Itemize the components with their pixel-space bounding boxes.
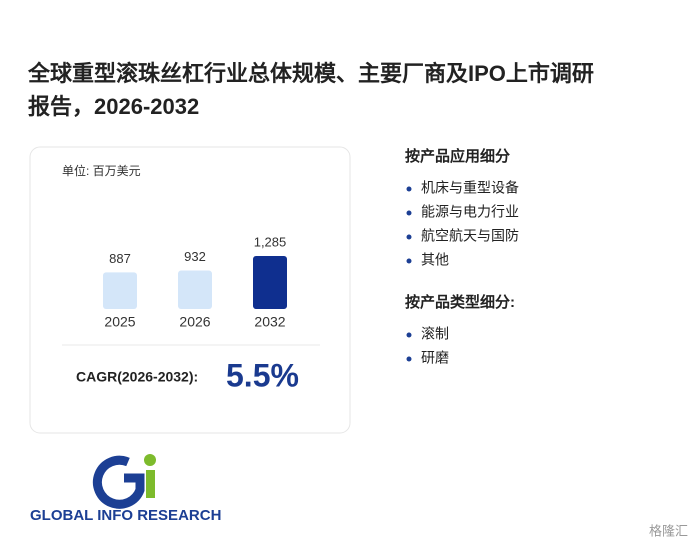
bar-chart: 887 2025 932 2026 1,285 2032 — [103, 234, 287, 330]
cagr-value: 5.5% — [226, 357, 299, 393]
logo-mark — [146, 470, 155, 498]
unit: 单位: 百万美元 — [62, 163, 141, 178]
logo-mark — [144, 454, 156, 466]
category-label: 2032 — [254, 314, 285, 330]
category-label: 2025 — [104, 314, 135, 330]
bullet — [406, 186, 412, 192]
value-label: 1,285 — [254, 234, 287, 249]
segment-heading: 按产品应用细分 — [405, 147, 510, 165]
bullet — [406, 332, 412, 338]
bullet — [406, 234, 412, 240]
value-label: 932 — [184, 249, 206, 264]
segment-heading: 按产品类型细分: — [405, 293, 515, 311]
source: 格隆汇 — [649, 523, 688, 538]
logo-mark — [92, 455, 145, 509]
segment-item: 滚制 — [421, 326, 449, 342]
segment-item: 能源与电力行业 — [421, 204, 519, 220]
segment-item: 机床与重型设备 — [421, 180, 519, 196]
bullet — [406, 258, 412, 264]
cagr-label: CAGR(2026-2032): — [76, 369, 198, 385]
bullet — [406, 210, 412, 216]
segment-item: 航空航天与国防 — [421, 228, 519, 244]
title: 报告，2026-2032 — [28, 94, 199, 119]
bar — [253, 256, 287, 309]
logo: GLOBAL INFO RESEARCH — [30, 454, 221, 524]
value-label: 887 — [109, 251, 131, 266]
segment-item: 其他 — [421, 252, 449, 268]
bullet — [406, 356, 412, 362]
title: 全球重型滚珠丝杠行业总体规模、主要厂商及IPO上市调研 — [27, 61, 594, 86]
category-label: 2026 — [179, 314, 210, 330]
logo-text: GLOBAL INFO RESEARCH — [30, 507, 221, 524]
bar — [178, 270, 212, 309]
segment-item: 研磨 — [421, 350, 449, 366]
bar — [103, 272, 137, 309]
